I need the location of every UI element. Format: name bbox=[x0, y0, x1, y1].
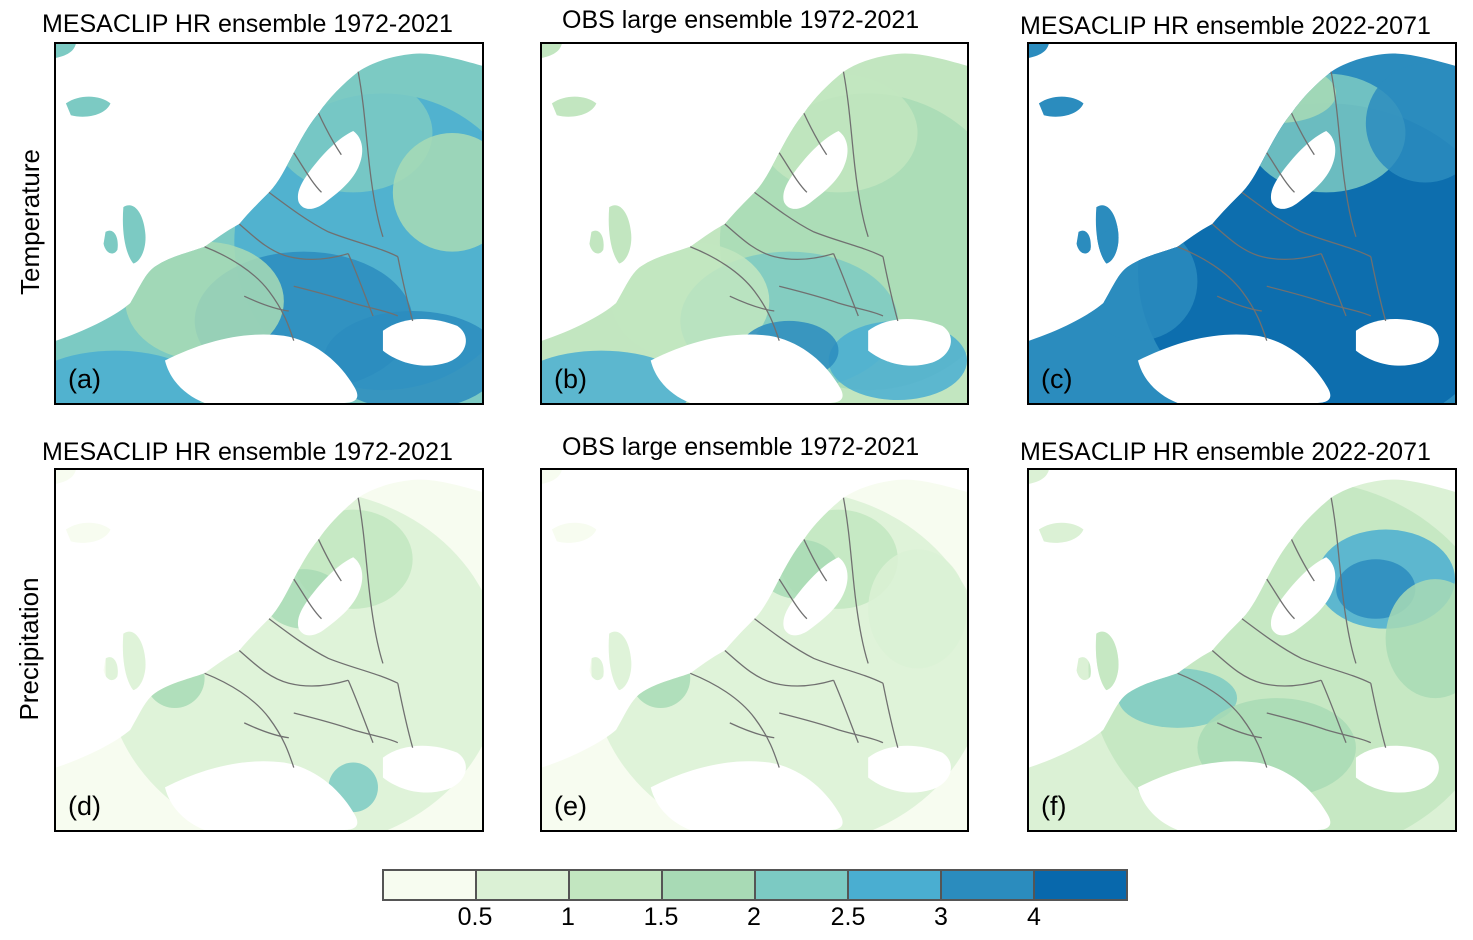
row-label-precipitation: Precipitation bbox=[14, 577, 44, 721]
map-b-graphic bbox=[542, 44, 967, 403]
panel-title-a: MESACLIP HR ensemble 1972-2021 bbox=[42, 10, 453, 38]
colorbar-swatch-2 bbox=[477, 871, 570, 899]
colorbar-tick-label: 4 bbox=[1027, 903, 1041, 931]
map-panel-b: (b) bbox=[540, 42, 969, 405]
map-c-graphic bbox=[1029, 44, 1455, 403]
colorbar-swatch-8 bbox=[1035, 871, 1126, 899]
map-d-graphic bbox=[56, 470, 482, 830]
panel-title-d: MESACLIP HR ensemble 1972-2021 bbox=[42, 438, 453, 466]
colorbar-tick-label: 3 bbox=[934, 903, 948, 931]
panel-title-f: MESACLIP HR ensemble 2022-2071 bbox=[1020, 438, 1431, 466]
colorbar-swatch-1 bbox=[384, 871, 477, 899]
colorbar-tick-label: 2.5 bbox=[830, 903, 866, 931]
map-panel-a: (a) bbox=[54, 42, 484, 405]
map-panel-f: (f) bbox=[1027, 468, 1457, 832]
colorbar-swatch-7 bbox=[942, 871, 1035, 899]
map-a-graphic bbox=[56, 44, 482, 403]
panel-title-b: OBS large ensemble 1972-2021 bbox=[562, 6, 920, 34]
colorbar bbox=[382, 869, 1128, 901]
colorbar-swatch-3 bbox=[570, 871, 663, 899]
panel-letter-d: (d) bbox=[68, 791, 101, 821]
map-panel-d: (d) bbox=[54, 468, 484, 832]
row-label-temperature: Temperature bbox=[15, 149, 45, 295]
map-f-graphic bbox=[1029, 470, 1455, 830]
panel-letter-b: (b) bbox=[554, 364, 587, 394]
map-panel-e: (e) bbox=[540, 468, 969, 832]
panel-title-c: MESACLIP HR ensemble 2022-2071 bbox=[1020, 12, 1431, 40]
panel-letter-f: (f) bbox=[1041, 791, 1067, 821]
panel-letter-c: (c) bbox=[1041, 364, 1073, 394]
colorbar-tick-label: 1.5 bbox=[643, 903, 679, 931]
panel-letter-a: (a) bbox=[68, 364, 101, 394]
map-e-graphic bbox=[542, 470, 967, 830]
colorbar-tick-label: 1 bbox=[561, 903, 575, 931]
colorbar-swatch-4 bbox=[663, 871, 756, 899]
colorbar-tick-label: 2 bbox=[747, 903, 761, 931]
colorbar-swatch-6 bbox=[849, 871, 942, 899]
panel-title-e: OBS large ensemble 1972-2021 bbox=[562, 433, 920, 461]
map-panel-c: (c) bbox=[1027, 42, 1457, 405]
panel-letter-e: (e) bbox=[554, 791, 587, 821]
colorbar-swatch-5 bbox=[756, 871, 849, 899]
colorbar-tick-label: 0.5 bbox=[457, 903, 493, 931]
